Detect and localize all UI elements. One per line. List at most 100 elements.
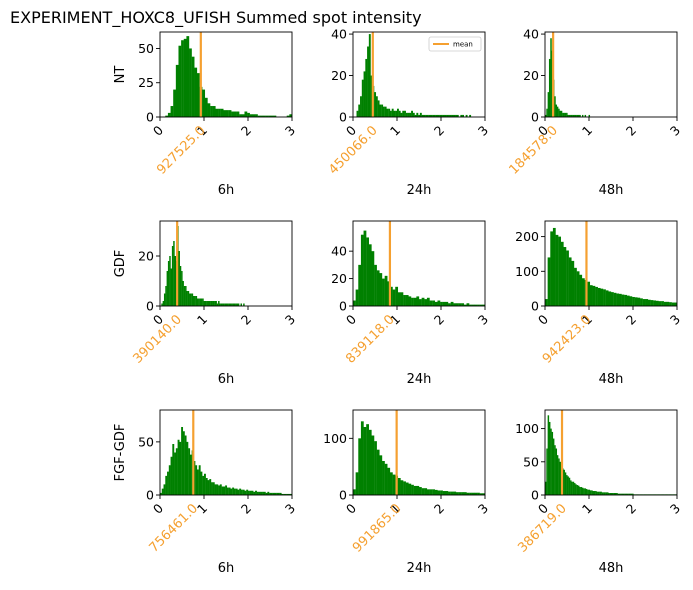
histogram-bar	[370, 75, 373, 117]
histogram-bar	[471, 304, 475, 306]
histogram-bar	[471, 492, 475, 495]
histogram-bar	[568, 114, 571, 117]
histogram-bar	[210, 106, 213, 117]
histogram-bar	[195, 296, 198, 306]
histogram-bar	[214, 484, 217, 495]
histogram-bar	[246, 489, 249, 495]
histogram-bar	[611, 292, 614, 306]
histogram-bar	[202, 298, 204, 306]
histogram-bar	[181, 40, 184, 117]
histogram-bar	[194, 296, 196, 306]
histogram-bar	[461, 492, 465, 495]
histogram-bar	[450, 491, 454, 495]
y-tick-label: 100	[515, 264, 539, 279]
histogram-bar	[437, 300, 441, 306]
histogram-bar	[189, 454, 192, 495]
histogram-bar	[411, 110, 413, 117]
histogram-bar	[634, 297, 638, 306]
histogram-bar	[548, 421, 551, 495]
histogram-bar	[368, 244, 372, 306]
histogram-bar	[230, 488, 233, 495]
x-tick-label: 1	[194, 312, 210, 328]
histogram-bar	[547, 92, 550, 117]
histogram-bar	[451, 114, 454, 117]
histogram-bar	[466, 303, 470, 306]
bars	[353, 421, 485, 495]
histogram-bar	[272, 492, 275, 495]
histogram-bar	[366, 237, 369, 306]
histogram-bar	[368, 34, 371, 117]
histogram-bar	[413, 297, 417, 306]
histogram-bar	[477, 492, 480, 495]
histogram-bar	[191, 56, 195, 117]
histogram-bar	[620, 493, 622, 495]
y-tick-label: 200	[515, 229, 539, 244]
axes-frame	[352, 31, 486, 118]
histogram-bar	[187, 291, 190, 306]
histogram-bar	[255, 490, 257, 495]
y-tick-label: 0	[531, 299, 539, 314]
histogram-bar	[249, 114, 253, 117]
histogram-bar	[632, 296, 635, 306]
histogram-bar	[165, 286, 167, 306]
histogram-bar	[421, 488, 425, 495]
histogram-bar	[228, 303, 231, 306]
histogram-bar	[240, 489, 243, 495]
histogram-bar	[277, 492, 280, 495]
histogram-bar	[555, 104, 558, 117]
y-tick-label: 0	[146, 299, 154, 314]
histogram-bar	[477, 304, 480, 306]
histogram-bar	[160, 492, 162, 495]
histogram-bar	[587, 281, 591, 306]
histogram-bar	[455, 114, 457, 117]
bars	[545, 415, 677, 495]
histogram-bar	[162, 301, 165, 306]
histogram-bar	[567, 114, 569, 117]
histogram-bar	[575, 484, 577, 495]
histogram-bar	[207, 301, 209, 306]
histogram-bar	[269, 492, 272, 495]
x-tick-label: 0	[150, 500, 166, 516]
histogram-bar	[408, 296, 412, 306]
histogram-bar	[384, 463, 388, 495]
histogram-bar	[169, 256, 171, 306]
histogram-bar	[608, 291, 612, 306]
histogram-bar	[449, 114, 452, 117]
histogram-bar	[281, 493, 284, 495]
histogram-bar	[413, 485, 417, 495]
histogram-bar	[384, 275, 388, 306]
histogram-bar	[600, 491, 602, 495]
histogram-bar	[270, 492, 273, 495]
histogram-bar	[262, 115, 266, 117]
x-tick-label: 2	[623, 312, 639, 328]
histogram-bar	[584, 488, 587, 495]
histogram-bar	[363, 427, 367, 495]
histogram-bar	[374, 92, 377, 117]
histogram-bar	[178, 251, 180, 306]
histogram-bar	[576, 114, 579, 117]
x-tick-label: 1	[579, 123, 595, 139]
histogram-bar	[237, 489, 240, 495]
histogram-bar	[397, 292, 401, 306]
histogram-bar	[181, 271, 183, 306]
histogram-bar	[576, 485, 579, 495]
histogram-bar	[474, 492, 478, 495]
figure-title: EXPERIMENT_HOXC8_UFISH Summed spot inten…	[10, 8, 422, 27]
histogram-bar	[624, 294, 627, 306]
histogram-bar	[650, 300, 654, 306]
histogram-bar	[545, 299, 548, 306]
histogram-bar	[551, 431, 554, 495]
histogram-bar	[555, 234, 559, 306]
histogram-bar	[386, 108, 389, 117]
histogram-bar	[469, 114, 472, 117]
histogram-bar	[545, 481, 547, 495]
histogram-bar	[567, 476, 569, 495]
histogram-bar	[218, 301, 220, 306]
histogram-bar	[581, 278, 585, 306]
x-tick-label: 3	[282, 123, 298, 139]
histogram-bar	[225, 485, 228, 495]
histogram-bar	[253, 491, 256, 495]
histogram-bar	[219, 484, 222, 495]
histogram-bar	[453, 491, 457, 495]
